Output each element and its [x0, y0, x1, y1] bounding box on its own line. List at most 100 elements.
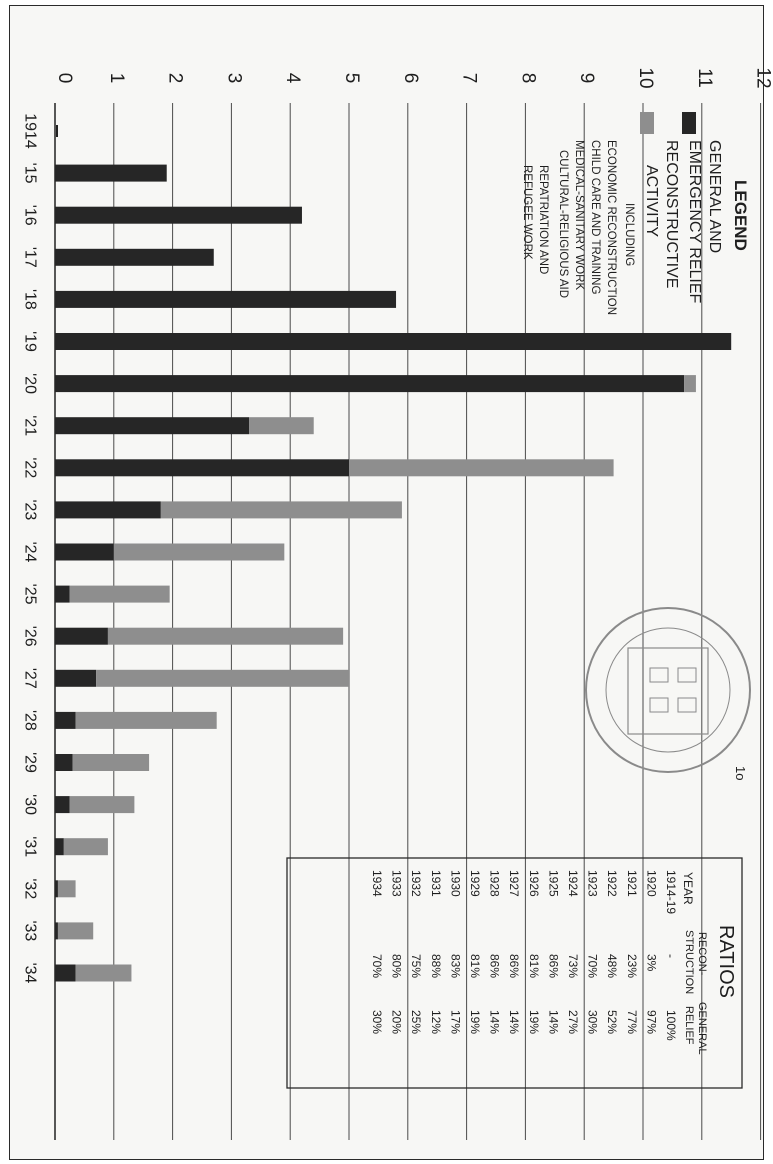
- bars: [55, 125, 732, 982]
- legend-detail-line: MEDICAL-SANITARY WORK: [573, 140, 585, 290]
- bar-reconstructive: [63, 838, 108, 856]
- ratios-header-year: YEAR: [681, 872, 695, 905]
- year-tick-label: '31: [22, 836, 39, 857]
- legend-detail-line: INCLUDING: [623, 203, 635, 266]
- year-axis-tick-labels: 1914 '15 '16 '17 '18 '19 '20 '21 '22 '23 '24 '25 '26…: [21, 113, 38, 983]
- bar-reconstructive: [57, 922, 94, 940]
- ratios-cell-general-relief: 97%: [644, 1010, 658, 1034]
- bar-general-relief: [55, 796, 70, 814]
- ratios-cell-year: 1928: [488, 870, 502, 897]
- year-tick-label: '33: [22, 920, 39, 941]
- year-tick-label: '16: [22, 205, 39, 226]
- bar-reconstructive: [249, 417, 314, 435]
- value-tick-label: 2: [165, 73, 186, 84]
- legend-title: LEGEND: [731, 180, 750, 251]
- ratios-cell-reconstruction: 70%: [370, 954, 384, 978]
- year-tick-label: '27: [22, 668, 39, 689]
- value-tick-label: 3: [223, 73, 244, 84]
- legend-label-general-line2: EMERGENCY RELIEF: [686, 140, 703, 304]
- ratios-cell-general-relief: 52%: [605, 1010, 619, 1034]
- ratios-cell-reconstruction: 81%: [468, 954, 482, 978]
- bar-reconstructive: [96, 669, 349, 687]
- bar-general-relief: [55, 838, 64, 856]
- ratios-cell-reconstruction: 3%: [644, 954, 658, 972]
- ratios-cell-year: 1925: [546, 870, 560, 897]
- year-tick-label: '28: [22, 710, 39, 731]
- stamp-window: [677, 667, 697, 683]
- bar-general-relief: [55, 669, 97, 687]
- legend-detail-line: CULTURAL-RELIGIOUS AID: [557, 150, 569, 298]
- ratios-header-recon-2: STRUCTION: [683, 930, 695, 994]
- stamp-inner-ring: [605, 627, 731, 753]
- ratios-cell-year: 1914-19: [664, 870, 678, 914]
- ratios-header-recon-1: RECON-: [696, 932, 708, 976]
- year-tick-label: '18: [22, 289, 39, 310]
- ratios-cell-reconstruction: 75%: [409, 954, 423, 978]
- year-tick-label: '24: [22, 542, 39, 563]
- ratios-cell-general-relief: 14%: [546, 1010, 560, 1034]
- ratios-cell-year: 1920: [644, 870, 658, 897]
- ratios-cell-general-relief: 30%: [586, 1010, 600, 1034]
- ratios-cell-general-relief: 12%: [429, 1010, 443, 1034]
- stamp-outer-ring: [585, 607, 751, 773]
- value-tick-label: 5: [341, 73, 362, 84]
- bar-general-relief: [55, 585, 70, 603]
- bar-general-relief: [55, 333, 732, 350]
- ratios-cell-year: 1924: [566, 870, 580, 897]
- ratios-header-general-1: GENERAL: [696, 1002, 708, 1055]
- year-tick-label: '30: [22, 794, 39, 815]
- chart-page: [9, 5, 764, 1160]
- value-tick-label: 12: [753, 67, 773, 88]
- ratios-cell-year: 1931: [429, 870, 443, 897]
- bar-reconstructive: [69, 796, 135, 814]
- bar-reconstructive: [69, 585, 170, 603]
- bar-reconstructive: [57, 880, 76, 898]
- bar-reconstructive: [72, 754, 150, 771]
- bar-reconstructive: [107, 627, 344, 645]
- year-tick-label: '25: [22, 584, 39, 605]
- value-tick-label: 8: [517, 73, 538, 84]
- ratios-cell-reconstruction: 48%: [605, 954, 619, 978]
- ratios-cell-year: 1927: [507, 870, 521, 897]
- value-tick-label: 9: [576, 73, 597, 84]
- bar-general-relief: [55, 711, 76, 729]
- legend-detail-line: REPATRIATION AND: [537, 165, 549, 274]
- legend-label-general-line1: GENERAL AND: [706, 140, 723, 253]
- ratios-cell-general-relief: 14%: [507, 1010, 521, 1034]
- ratios-cell-reconstruction: 81%: [527, 954, 541, 978]
- bar-general-relief: [55, 375, 685, 393]
- bar-general-relief: [55, 164, 167, 182]
- legend-swatch-general: [682, 112, 696, 134]
- ratios-cell-general-relief: 100%: [664, 1010, 678, 1041]
- ratios-title: RATIOS: [715, 925, 737, 998]
- legend-label-reconstructive-line2: ACTIVITY: [643, 165, 660, 237]
- ratios-cell-reconstruction: 73%: [566, 954, 580, 978]
- ratios-header-general-2: RELIEF: [683, 1006, 695, 1045]
- stamp-window: [649, 667, 669, 683]
- ratios-cell-general-relief: 19%: [527, 1010, 541, 1034]
- ratios-cell-year: 1921: [625, 870, 639, 897]
- bar-general-relief: [55, 290, 397, 308]
- ratios-cell-general-relief: 77%: [625, 1010, 639, 1034]
- bar-general-relief: [55, 880, 58, 898]
- year-tick-label: 1914: [22, 113, 39, 149]
- year-tick-label: '23: [21, 499, 38, 520]
- bar-general-relief: [55, 543, 114, 561]
- bar-reconstructive: [75, 964, 132, 982]
- bar-reconstructive: [349, 459, 614, 477]
- ratios-cell-year: 1922: [605, 870, 619, 897]
- bar-reconstructive: [160, 501, 402, 519]
- bar-general-relief: [55, 417, 250, 435]
- value-tick-label: 7: [459, 73, 480, 84]
- bar-reconstructive: [113, 543, 285, 561]
- value-tick-label: 4: [282, 73, 303, 84]
- bar-reconstructive: [684, 375, 696, 393]
- ratios-box: [286, 857, 743, 1089]
- legend-detail-line: ECONOMIC RECONSTRUCTION: [605, 140, 617, 315]
- year-tick-label: '34: [22, 963, 39, 984]
- stamp-mark: 1o: [733, 766, 748, 780]
